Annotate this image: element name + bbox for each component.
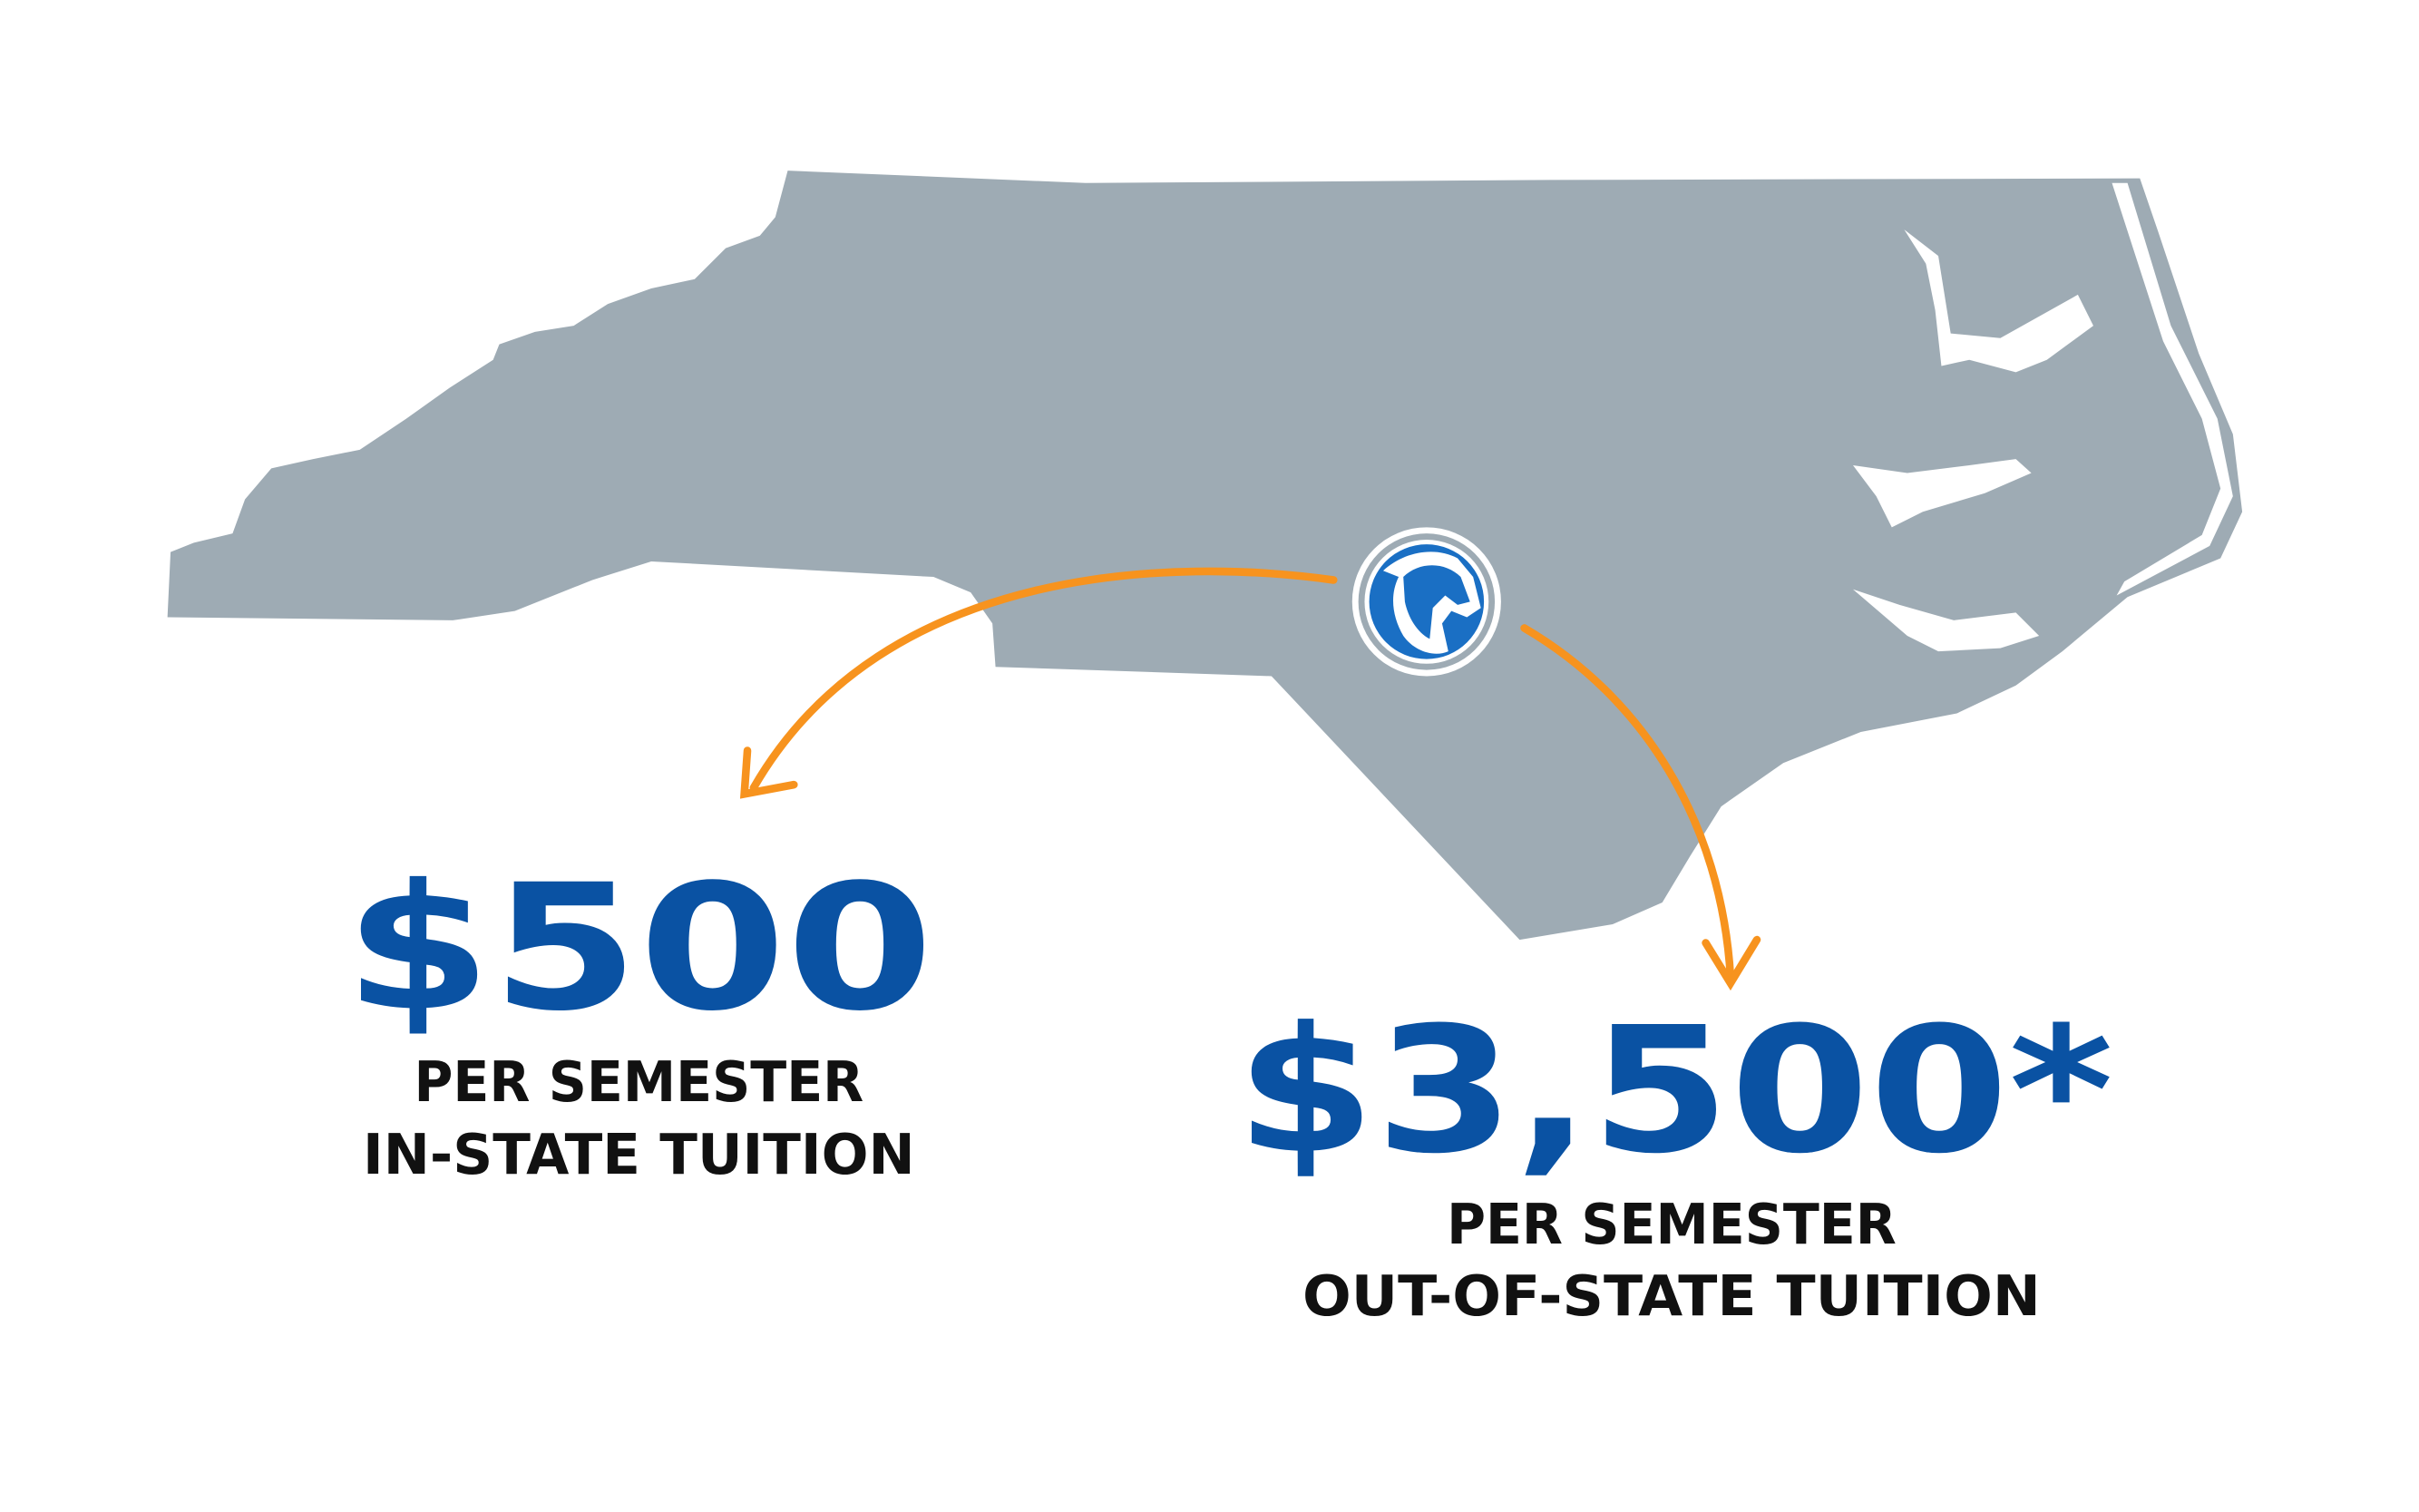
- in-state-label-line1: PER SEMESTER: [414, 1049, 863, 1115]
- university-logo: [1351, 527, 1501, 677]
- in-state-tuition: $500 PER SEMESTER IN-STATE TUITION: [345, 847, 934, 1187]
- in-state-label-line2: IN-STATE TUITION: [363, 1122, 915, 1187]
- state-shape: [167, 171, 2243, 941]
- out-of-state-tuition: $3,500* PER SEMESTER OUT-OF-STATE TUITIO…: [1236, 990, 2114, 1329]
- north-carolina-map: [167, 171, 2243, 941]
- out-of-state-arrow: [1520, 624, 1761, 991]
- out-of-state-label-line1: PER SEMESTER: [1447, 1192, 1897, 1257]
- in-state-price: $500: [345, 847, 934, 1049]
- out-of-state-label-line2: OUT-OF-STATE TUITION: [1302, 1263, 2041, 1329]
- out-of-state-price: $3,500*: [1236, 990, 2114, 1193]
- sounds: [1852, 182, 2233, 652]
- in-state-arrow: [739, 567, 1338, 799]
